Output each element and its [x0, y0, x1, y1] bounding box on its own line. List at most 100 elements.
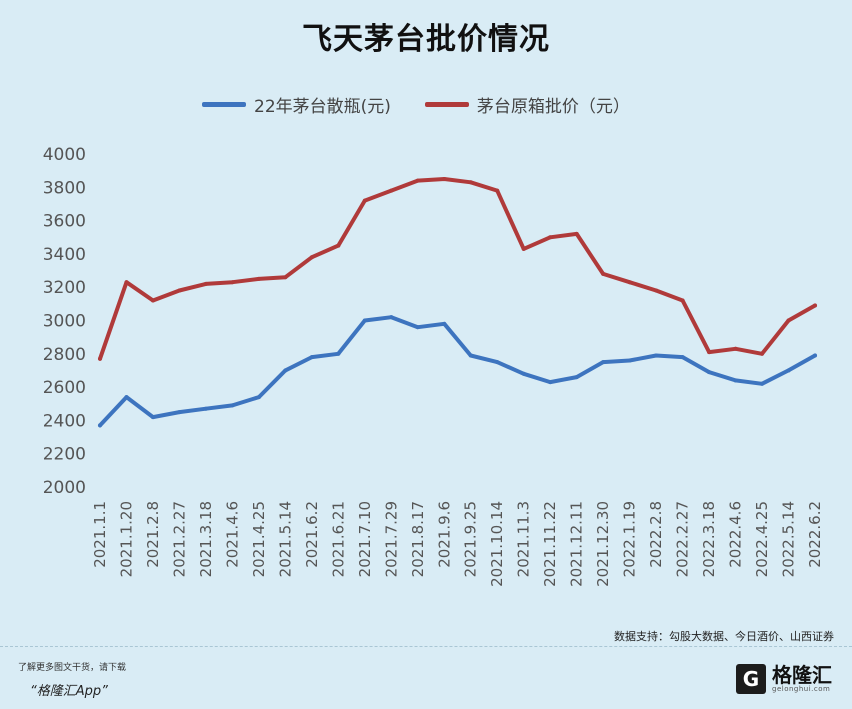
x-tick-label: 2021.12.30 — [594, 501, 612, 587]
data-point-red — [124, 280, 129, 285]
x-tick-label: 2021.5.14 — [276, 501, 294, 577]
data-point-blue — [574, 375, 579, 380]
x-tick-label: 2021.4.6 — [223, 501, 241, 568]
x-tick-label: 2021.7.29 — [382, 501, 400, 577]
x-tick-label: 2021.11.22 — [541, 501, 559, 587]
data-point-red — [230, 280, 235, 285]
data-point-red — [362, 198, 367, 203]
data-point-blue — [203, 406, 208, 411]
data-point-blue — [495, 360, 500, 365]
data-point-blue — [309, 355, 314, 360]
data-point-blue — [760, 381, 765, 386]
x-tick-label: 2021.2.8 — [144, 501, 162, 568]
x-tick-label: 2022.2.27 — [674, 501, 692, 577]
data-point-red — [389, 188, 394, 193]
footer-divider — [0, 646, 852, 647]
y-tick-label: 4000 — [43, 145, 86, 165]
x-tick-label: 2021.7.10 — [356, 501, 374, 577]
data-point-blue — [707, 370, 712, 375]
x-tick-label: 2021.1.20 — [117, 501, 135, 577]
brand-sub: gelonghui.com — [772, 685, 831, 693]
data-point-red — [548, 235, 553, 240]
data-point-red — [521, 246, 526, 251]
legend-item-red: 茅台原箱批价（元） — [424, 92, 630, 117]
data-point-red — [813, 303, 817, 308]
data-point-blue — [283, 368, 288, 373]
series-line-red — [98, 177, 817, 361]
x-tick-label: 2021.10.14 — [488, 501, 506, 587]
brand-name: 格隆汇 — [772, 663, 832, 687]
data-point-red — [283, 275, 288, 280]
x-tick-label: 2022.4.6 — [727, 501, 745, 568]
data-point-red — [415, 178, 420, 183]
data-point-red — [98, 356, 102, 361]
data-point-red — [680, 298, 685, 303]
y-tick-label: 3600 — [43, 212, 86, 232]
data-point-blue — [786, 368, 791, 373]
data-point-blue — [468, 353, 473, 358]
brand-logo: G 格隆汇 gelonghui.com — [736, 664, 832, 694]
data-point-blue — [98, 423, 102, 428]
line-chart: 2000 2200 2400 2600 2800 3000 3200 3400 3600 3800… — [43, 145, 824, 587]
data-point-blue — [627, 358, 632, 363]
brand-g-icon: G — [736, 664, 766, 694]
data-point-red — [150, 298, 155, 303]
data-point-red — [654, 288, 659, 293]
data-point-blue — [521, 371, 526, 376]
data-point-red — [336, 243, 341, 248]
data-point-blue — [177, 410, 182, 415]
data-point-blue — [256, 395, 261, 400]
chart-legend: 22年茅台散瓶(元) 茅台原箱批价（元） — [202, 92, 664, 117]
series-line-blue — [98, 315, 817, 428]
x-tick-label: 2021.8.17 — [409, 501, 427, 577]
data-point-red — [309, 255, 314, 260]
y-tick-label: 3400 — [43, 245, 86, 265]
y-tick-label: 2400 — [43, 411, 86, 431]
x-tick-label: 2022.6.2 — [806, 501, 824, 568]
data-point-blue — [733, 378, 738, 383]
data-point-blue — [548, 380, 553, 385]
y-tick-label: 2200 — [43, 445, 86, 465]
data-point-blue — [124, 395, 129, 400]
promo-text: 了解更多图文干货，请下载 — [18, 663, 127, 673]
x-tick-label: 2021.3.18 — [197, 501, 215, 577]
data-point-blue — [415, 325, 420, 330]
data-point-red — [601, 271, 606, 276]
data-point-blue — [362, 318, 367, 323]
data-point-red — [177, 288, 182, 293]
x-tick-label: 2022.4.25 — [753, 501, 771, 577]
legend-swatch-red — [424, 102, 469, 107]
data-point-blue — [150, 415, 155, 420]
data-point-red — [707, 350, 712, 355]
y-tick-label: 3000 — [43, 312, 86, 332]
data-point-red — [760, 351, 765, 356]
data-point-red — [203, 281, 208, 286]
data-point-red — [442, 176, 447, 181]
data-source: 数据支持：勾股大数据、今日酒价、山西证券 — [614, 630, 834, 643]
y-tick-label: 2800 — [43, 345, 86, 365]
page-title: 飞天茅台批价情况 — [302, 22, 550, 57]
data-point-red — [733, 346, 738, 351]
data-point-red — [495, 188, 500, 193]
x-tick-label: 2021.11.3 — [515, 501, 533, 577]
legend-label-blue: 22年茅台散瓶(元) — [254, 97, 391, 117]
x-tick-label: 2021.9.25 — [462, 501, 480, 577]
x-tick-label: 2021.6.2 — [303, 501, 321, 568]
legend-swatch-blue — [202, 102, 246, 107]
y-tick-label: 2600 — [43, 378, 86, 398]
legend-item-blue: 22年茅台散瓶(元) — [202, 92, 391, 117]
y-tick-label: 2000 — [43, 478, 86, 498]
data-point-blue — [654, 353, 659, 358]
data-point-blue — [813, 353, 817, 358]
x-tick-label: 2021.6.21 — [329, 501, 347, 577]
x-tick-label: 2021.12.11 — [568, 501, 586, 587]
x-tick-label: 2021.2.27 — [170, 501, 188, 577]
data-point-blue — [442, 321, 447, 326]
x-tick-label: 2022.3.18 — [700, 501, 718, 577]
data-point-red — [256, 276, 261, 281]
promo-app-name: “格隆汇App” — [30, 684, 108, 699]
y-tick-label: 3200 — [43, 278, 86, 298]
x-tick-label: 2022.2.8 — [647, 501, 665, 568]
legend-label-red: 茅台原箱批价（元） — [476, 97, 630, 117]
data-point-blue — [601, 360, 606, 365]
